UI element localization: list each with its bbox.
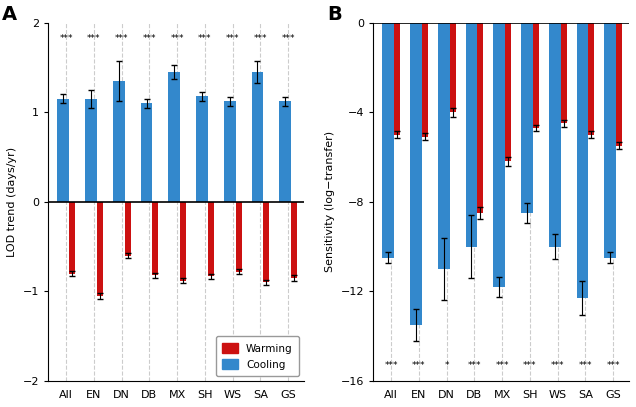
Bar xyxy=(291,202,297,278)
Text: ***: *** xyxy=(579,361,592,370)
Text: A: A xyxy=(2,5,17,24)
Text: ***: *** xyxy=(142,34,156,43)
Text: *: * xyxy=(445,361,449,370)
Bar xyxy=(422,23,428,137)
Text: ***: *** xyxy=(87,34,100,43)
Text: ***: *** xyxy=(523,361,537,370)
Bar xyxy=(263,202,270,282)
Bar xyxy=(549,23,560,247)
Bar xyxy=(588,23,595,135)
Bar xyxy=(208,202,214,276)
Bar xyxy=(97,202,103,296)
Text: ***: *** xyxy=(170,34,184,43)
Text: ***: *** xyxy=(226,34,239,43)
Text: ***: *** xyxy=(281,34,295,43)
Y-axis label: LOD trend (days/yr): LOD trend (days/yr) xyxy=(7,147,17,257)
Bar xyxy=(224,101,235,202)
Text: ***: *** xyxy=(59,34,73,43)
Bar xyxy=(252,72,263,202)
Bar xyxy=(410,23,422,325)
Bar xyxy=(180,202,186,281)
Bar xyxy=(466,23,477,247)
Text: ***: *** xyxy=(467,361,481,370)
Text: ***: *** xyxy=(495,361,509,370)
Text: ***: *** xyxy=(606,361,620,370)
Text: ***: *** xyxy=(384,361,398,370)
Bar xyxy=(235,202,242,272)
Bar xyxy=(604,23,616,258)
Bar xyxy=(438,23,450,269)
Bar xyxy=(125,202,130,256)
Bar xyxy=(196,96,208,202)
Text: ***: *** xyxy=(198,34,212,43)
Bar xyxy=(494,23,505,287)
Y-axis label: Sensitivity (log−transfer): Sensitivity (log−transfer) xyxy=(325,131,335,272)
Bar xyxy=(521,23,533,213)
Bar xyxy=(57,99,69,202)
Bar xyxy=(69,202,75,274)
Bar xyxy=(279,101,291,202)
Bar xyxy=(477,23,483,213)
Text: ***: *** xyxy=(254,34,267,43)
Bar xyxy=(382,23,394,258)
Bar xyxy=(141,103,153,202)
Legend: Warming, Cooling: Warming, Cooling xyxy=(216,337,299,376)
Bar xyxy=(113,81,125,202)
Bar xyxy=(394,23,400,135)
Text: ***: *** xyxy=(551,361,564,370)
Bar xyxy=(169,72,180,202)
Text: B: B xyxy=(327,5,342,24)
Bar xyxy=(577,23,588,298)
Bar xyxy=(153,202,158,275)
Text: ***: *** xyxy=(115,34,128,43)
Bar xyxy=(85,99,97,202)
Text: ***: *** xyxy=(412,361,425,370)
Bar xyxy=(505,23,511,162)
Bar xyxy=(533,23,539,128)
Bar xyxy=(560,23,567,123)
Bar xyxy=(616,23,622,146)
Bar xyxy=(450,23,455,112)
